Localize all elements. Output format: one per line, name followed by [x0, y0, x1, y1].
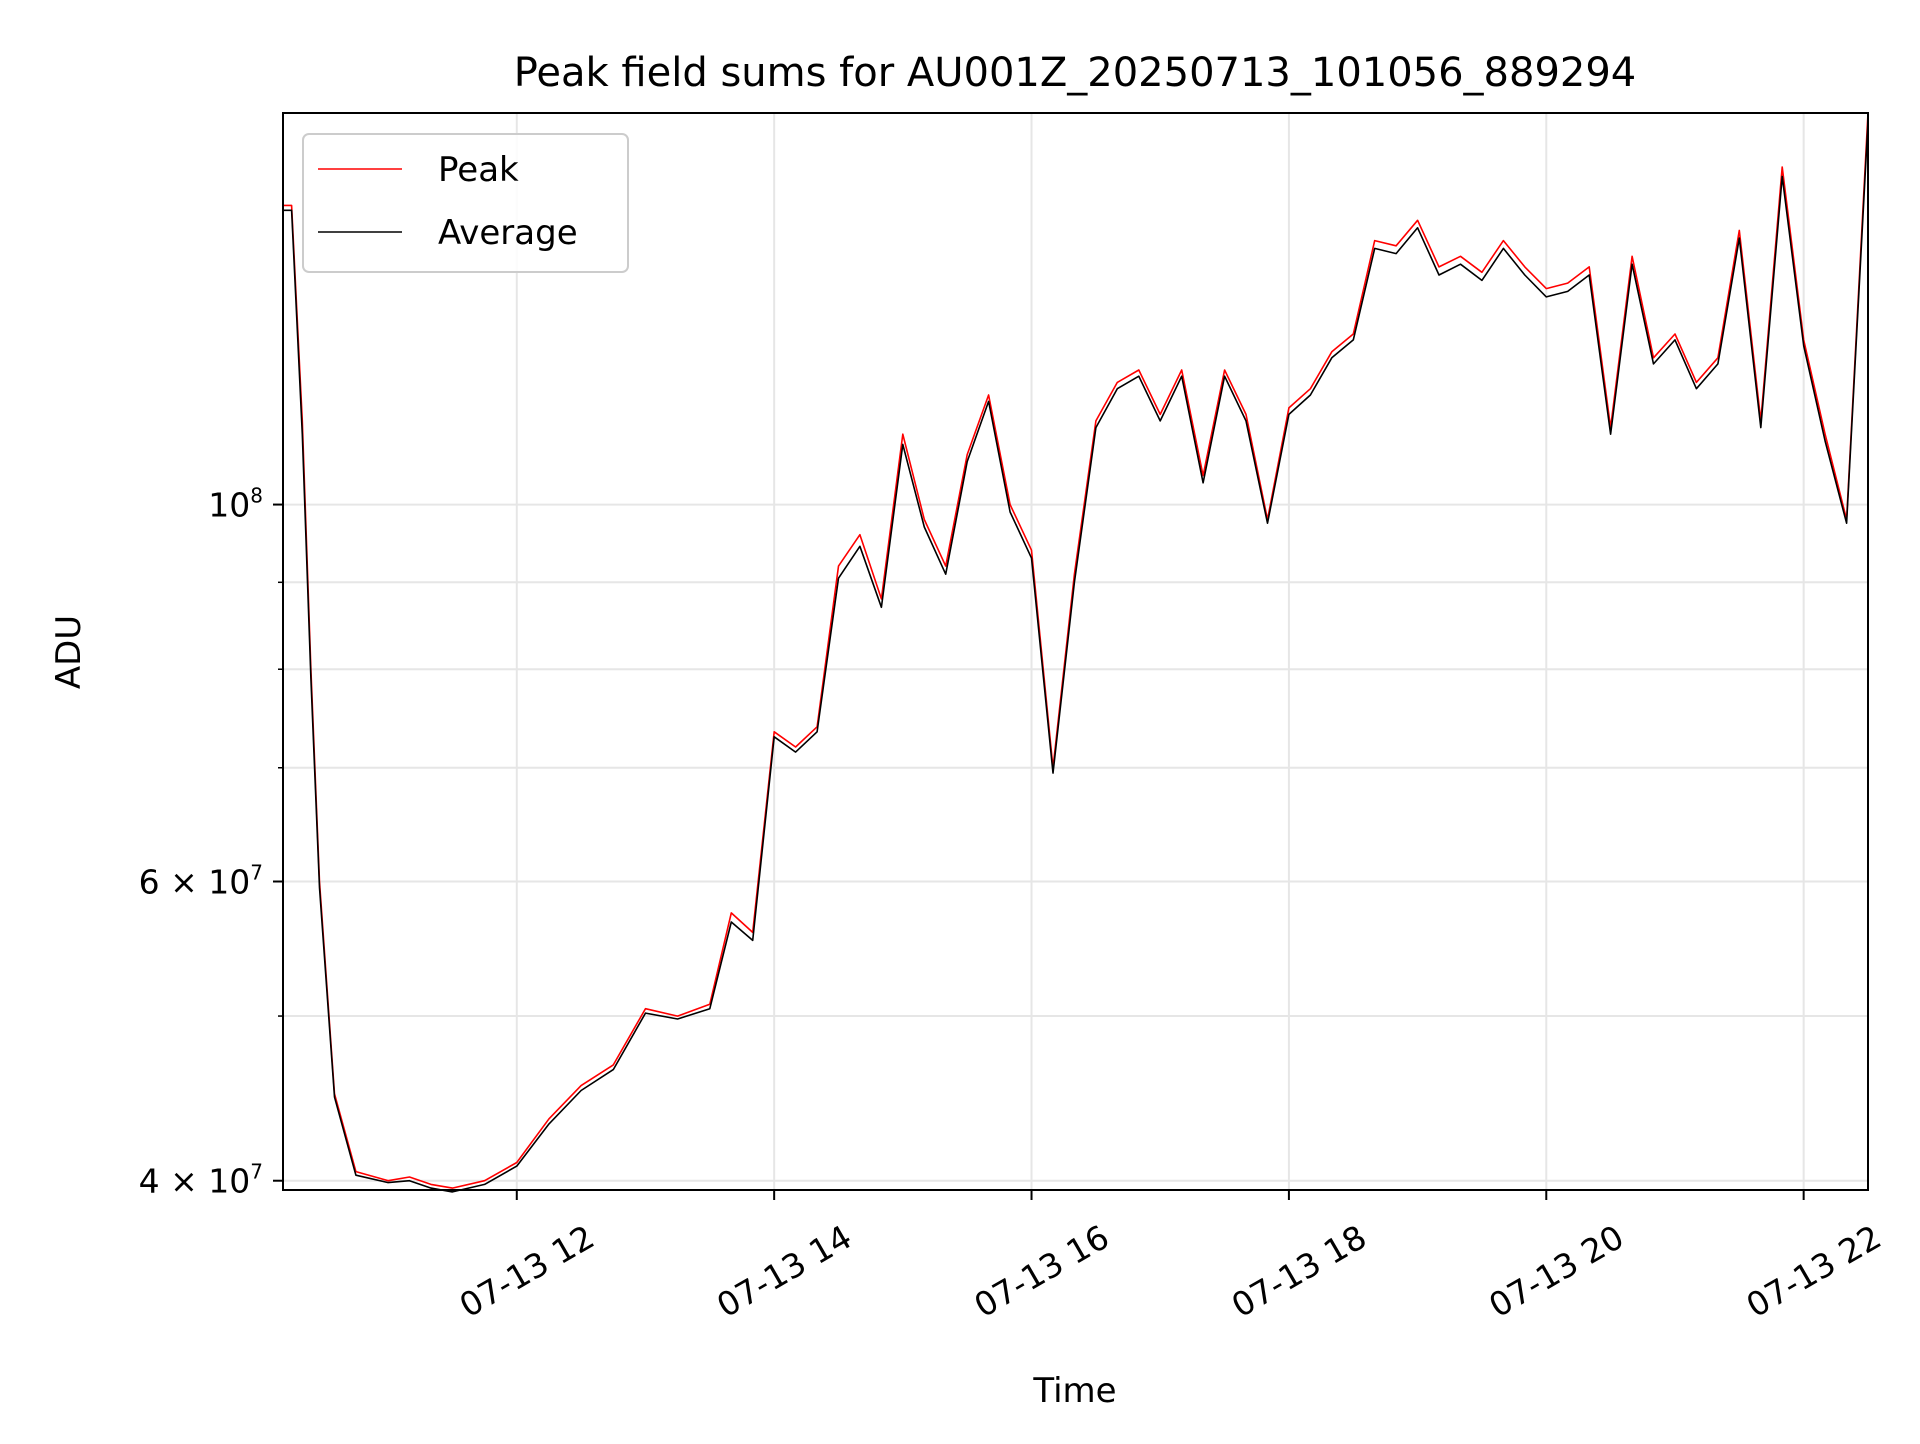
series-lines	[283, 112, 1869, 1193]
y-tick-label: 108	[208, 484, 263, 525]
legend-label-average: Average	[438, 213, 578, 253]
y-tick-label: 4 × 107	[139, 1160, 263, 1201]
legend: Peak Average	[302, 133, 629, 273]
series-line-peak	[283, 112, 1869, 1189]
y-tick-label-base: 10	[208, 486, 250, 525]
y-tick-label-exponent: 7	[250, 1160, 263, 1184]
series-line-average	[283, 121, 1869, 1193]
y-tick-label-exponent: 8	[250, 484, 263, 508]
y-tick-label-base: 4 × 10	[139, 1162, 251, 1201]
plot-frame	[282, 112, 1869, 1191]
y-axis-label: ADU	[49, 615, 89, 689]
grid-lines	[283, 113, 1868, 1190]
y-tick-label: 6 × 107	[139, 861, 263, 902]
chart-title: Peak field sums for AU001Z_20250713_1010…	[514, 50, 1637, 96]
y-tick-label-exponent: 7	[250, 861, 263, 885]
legend-label-peak: Peak	[438, 150, 519, 190]
x-axis-label: Time	[1032, 1371, 1116, 1411]
y-tick-label-base: 6 × 10	[139, 863, 251, 902]
